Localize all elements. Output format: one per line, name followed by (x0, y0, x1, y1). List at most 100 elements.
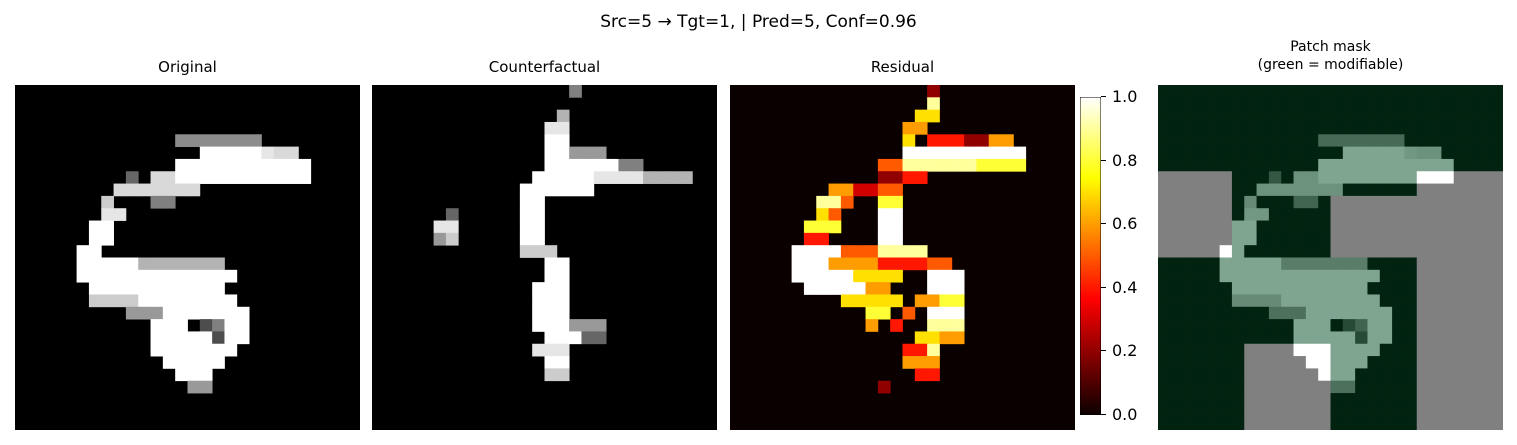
counterfactual-pixel (556, 368, 570, 382)
patch-mask-pixel (1268, 393, 1282, 406)
original-pixel (224, 343, 238, 357)
counterfactual-pixel (569, 146, 582, 160)
patch-mask-pixel (1182, 232, 1196, 246)
original-pixel (175, 294, 188, 308)
patch-mask-pixel (1379, 405, 1393, 419)
patch-mask-pixel (1392, 85, 1405, 98)
patch-mask-pixel (1441, 97, 1455, 111)
patch-mask-pixel (1392, 183, 1405, 197)
patch-mask-pixel (1355, 85, 1368, 98)
patch-mask-pixel (1416, 245, 1430, 258)
counterfactual-pixel (556, 171, 570, 184)
patch-mask-pixel (1207, 109, 1221, 123)
patch-mask-pixel (1194, 208, 1208, 221)
patch-mask-pixel (1429, 85, 1442, 98)
original-pixel (101, 195, 114, 209)
patch-mask-pixel (1268, 134, 1282, 148)
patch-mask-pixel (1429, 183, 1442, 197)
patch-mask-pixel (1416, 257, 1430, 271)
patch-mask-pixel (1244, 85, 1257, 98)
patch-mask-pixel (1256, 393, 1270, 406)
residual-pixel (951, 331, 965, 345)
patch-mask-pixel (1256, 208, 1270, 221)
patch-mask-pixel (1342, 306, 1356, 320)
patch-mask-pixel (1158, 417, 1171, 430)
patch-mask-pixel (1342, 393, 1356, 406)
residual-pixel (1001, 134, 1014, 148)
patch-mask-pixel (1293, 146, 1307, 160)
patch-mask-pixel (1466, 405, 1479, 419)
patch-mask-pixel (1170, 232, 1184, 246)
patch-mask-pixel (1355, 331, 1368, 345)
patch-mask-pixel (1231, 183, 1245, 197)
counterfactual-pixel (532, 282, 545, 295)
residual-pixel (964, 158, 977, 172)
counterfactual-pixel (569, 183, 582, 197)
patch-mask-pixel (1416, 331, 1430, 345)
counterfactual-pixel (556, 134, 570, 148)
patch-mask-pixel (1379, 232, 1393, 246)
patch-mask-pixel (1490, 343, 1503, 357)
patch-mask-pixel (1490, 183, 1503, 197)
patch-mask-pixel (1182, 282, 1196, 295)
patch-mask-pixel (1194, 306, 1208, 320)
patch-mask-pixel (1318, 245, 1331, 258)
patch-mask-pixel (1207, 171, 1221, 184)
counterfactual-pixel (433, 232, 447, 246)
patch-mask-pixel (1158, 183, 1171, 197)
patch-mask-pixel (1194, 171, 1208, 184)
patch-mask-pixel (1478, 356, 1492, 369)
patch-mask-pixel (1256, 245, 1270, 258)
counterfactual-pixel (618, 158, 632, 172)
residual-pixel (927, 146, 940, 160)
patch-mask-pixel (1170, 368, 1184, 382)
patch-mask-pixel (1490, 232, 1503, 246)
patch-mask-pixel (1416, 405, 1430, 419)
patch-mask-pixel (1367, 393, 1381, 406)
patch-mask-pixel (1256, 171, 1270, 184)
patch-mask-pixel (1342, 220, 1356, 234)
original-pixel (187, 134, 201, 148)
patch-mask-pixel (1466, 195, 1479, 209)
patch-mask-pixel (1478, 171, 1492, 184)
residual-pixel (816, 245, 829, 258)
patch-mask-pixel (1367, 158, 1381, 172)
original-pixel (175, 134, 188, 148)
counterfactual-pixel (606, 158, 619, 172)
patch-mask-pixel (1441, 294, 1455, 308)
original-pixel (199, 331, 213, 345)
patch-mask-pixel (1404, 134, 1418, 148)
original-pixel (187, 257, 201, 271)
patch-mask-pixel (1392, 220, 1405, 234)
patch-mask-pixel (1404, 146, 1418, 160)
patch-mask-pixel (1219, 195, 1233, 209)
patch-mask-pixel (1170, 331, 1184, 345)
patch-mask-pixel (1392, 380, 1405, 394)
patch-mask-pixel (1318, 380, 1331, 394)
patch-mask-pixel (1441, 257, 1455, 271)
residual-pixel (988, 134, 1002, 148)
patch-mask-pixel (1231, 257, 1245, 271)
patch-mask-pixel (1268, 183, 1282, 197)
patch-mask-pixel (1158, 232, 1171, 246)
patch-mask-pixel (1268, 158, 1282, 172)
patch-mask-pixel (1305, 356, 1319, 369)
patch-mask-pixel (1367, 356, 1381, 369)
panel-title-original: Original (158, 58, 217, 76)
patch-mask-pixel (1478, 245, 1492, 258)
counterfactual-pixel (544, 269, 558, 283)
patch-mask-pixel (1293, 208, 1307, 221)
patch-mask-pixel (1231, 121, 1245, 135)
patch-mask-pixel (1244, 331, 1257, 345)
original-pixel (125, 257, 139, 271)
patch-mask-pixel (1478, 343, 1492, 357)
patch-mask-pixel (1281, 245, 1294, 258)
patch-mask-pixel (1268, 195, 1282, 209)
patch-mask-pixel (1478, 282, 1492, 295)
patch-mask-pixel (1330, 393, 1344, 406)
patch-mask-pixel (1355, 146, 1368, 160)
patch-mask-pixel (1231, 306, 1245, 320)
patch-mask-pixel (1268, 343, 1282, 357)
residual-pixel (902, 356, 916, 369)
patch-mask-pixel (1490, 85, 1503, 98)
